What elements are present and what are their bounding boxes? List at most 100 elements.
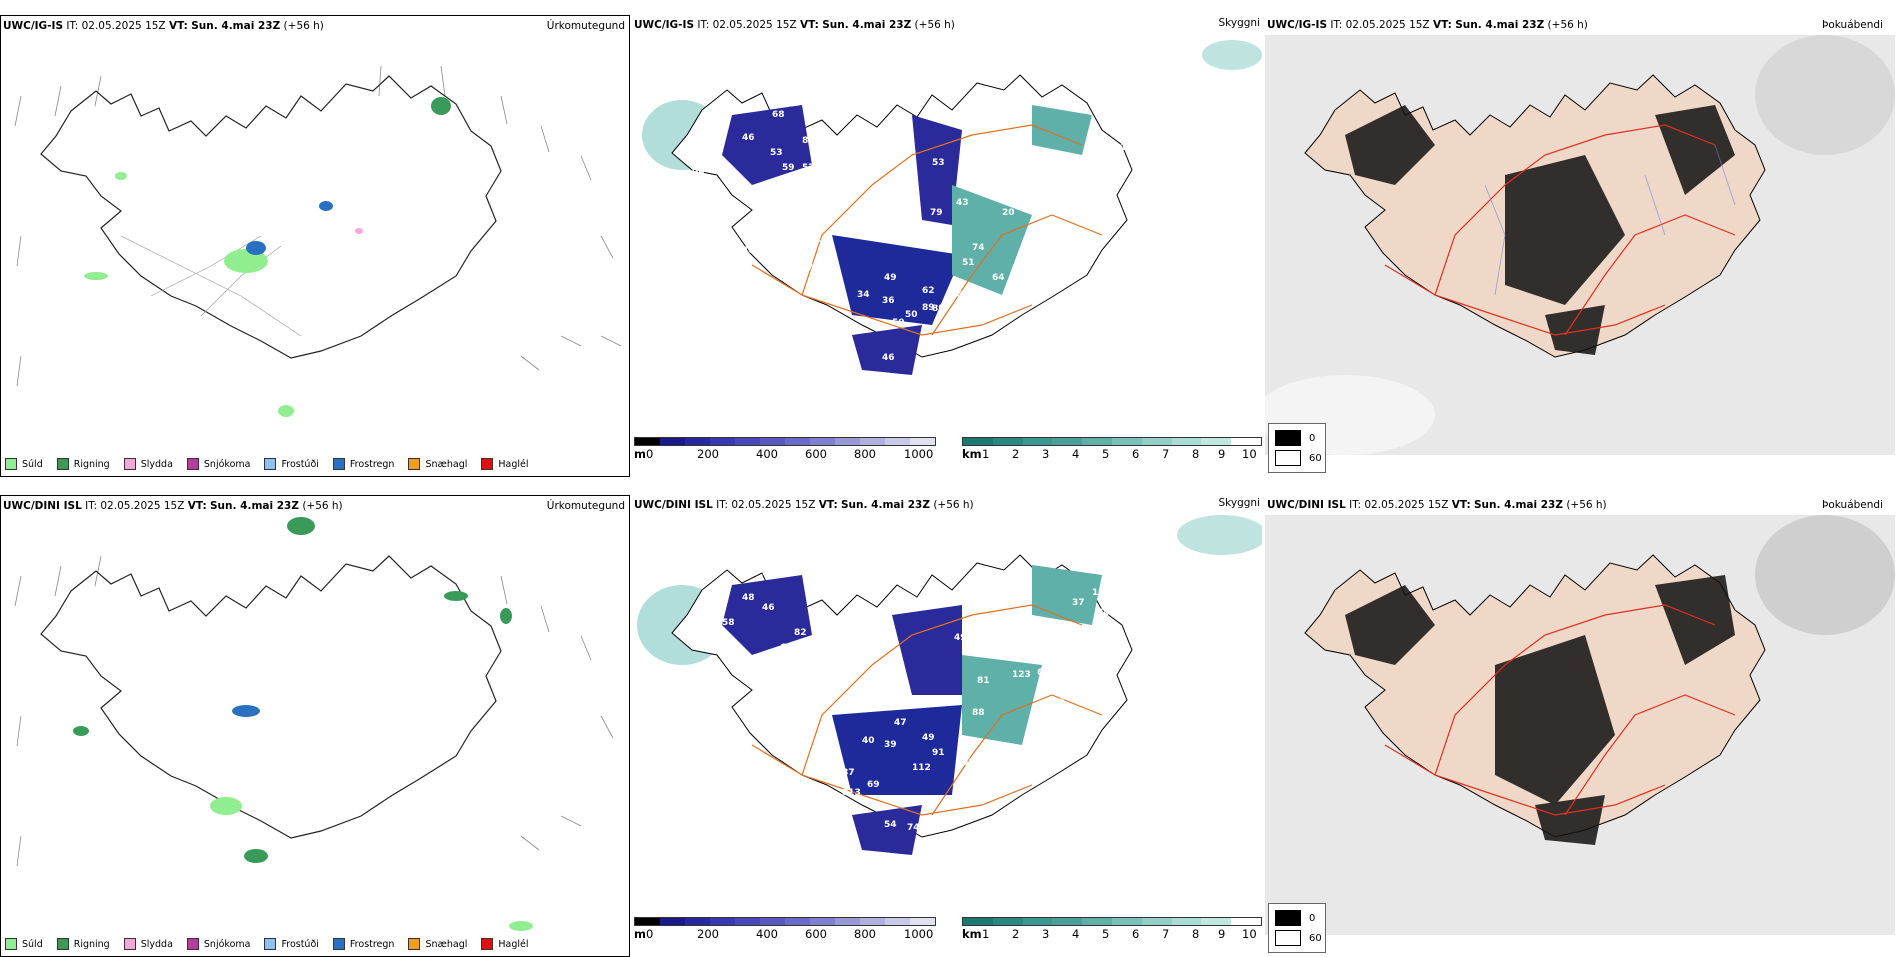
- legend-item: Snæhagl: [408, 458, 467, 470]
- svg-text:63: 63: [792, 330, 805, 340]
- svg-text:82: 82: [1172, 648, 1185, 658]
- svg-text:40: 40: [700, 260, 713, 270]
- precip-type-panel-ig: UWC/IG-IS IT: 02.05.2025 15Z VT: Sun. 4.…: [0, 15, 630, 477]
- svg-text:44: 44: [797, 362, 810, 372]
- visibility-labels: 58 50 48 46 58 90 63 82 51 73 65 32 37 4…: [687, 568, 1185, 833]
- legend-item: Súld: [5, 458, 43, 470]
- svg-text:190: 190: [1122, 593, 1141, 603]
- svg-text:54: 54: [884, 820, 897, 830]
- svg-text:91: 91: [1102, 283, 1115, 293]
- svg-text:34: 34: [857, 290, 870, 300]
- panel-header: UWC/DINI ISL IT: 02.05.2025 15Z VT: Sun.…: [634, 499, 974, 511]
- svg-text:39: 39: [884, 740, 897, 750]
- legend-item: Snjókoma: [186, 938, 250, 950]
- visibility-panel-ig: UWC/IG-IS IT: 02.05.2025 15Z VT: Sun. 4.…: [632, 15, 1262, 477]
- svg-text:58: 58: [762, 568, 775, 578]
- svg-text:86: 86: [950, 290, 963, 300]
- product-type: Þokuábendi: [1822, 19, 1883, 31]
- svg-text:50: 50: [905, 310, 918, 320]
- product-type: Skyggni: [1218, 17, 1261, 29]
- svg-text:50: 50: [782, 568, 795, 578]
- visibility-colorbar: km 1 2 3 4 5 6 7 8 9 10: [962, 437, 1262, 467]
- svg-text:52: 52: [722, 168, 735, 178]
- precip-legend: Súld Rigning Slydda Snjókoma Frostúði Fr…: [5, 458, 529, 470]
- svg-text:67: 67: [812, 240, 825, 250]
- svg-text:53: 53: [770, 148, 783, 158]
- svg-text:37: 37: [1072, 598, 1085, 608]
- svg-text:78: 78: [752, 98, 765, 108]
- svg-text:123: 123: [1012, 670, 1031, 680]
- legend-item: Frostregn: [332, 938, 394, 950]
- precip-type-panel-dini: UWC/DINI ISL IT: 02.05.2025 15Z VT: Sun.…: [0, 495, 630, 957]
- svg-text:49: 49: [954, 633, 967, 643]
- visibility-map: 78 68 46 53 85 59 57 52 99 55 67 40 43 4…: [642, 40, 1262, 410]
- legend-item: Frostregn: [332, 458, 394, 470]
- precip-map: [14, 65, 622, 417]
- svg-text:116: 116: [812, 820, 831, 830]
- svg-text:43: 43: [722, 250, 735, 260]
- legend-item: Haglél: [481, 938, 529, 950]
- svg-text:65: 65: [812, 688, 825, 698]
- precip-areas: [73, 517, 533, 931]
- svg-text:50: 50: [837, 328, 850, 338]
- svg-text:63: 63: [780, 643, 793, 653]
- legend-item: Slydda: [123, 938, 173, 950]
- svg-text:89: 89: [922, 303, 935, 313]
- svg-text:98: 98: [962, 758, 975, 768]
- svg-text:20: 20: [1002, 208, 1015, 218]
- svg-text:46: 46: [742, 246, 755, 256]
- svg-text:89: 89: [1042, 233, 1055, 243]
- product-type: Þokuábendi: [1822, 499, 1883, 511]
- svg-text:37: 37: [727, 688, 740, 698]
- fog-dark-areas: [1345, 105, 1735, 355]
- svg-text:73: 73: [802, 706, 815, 716]
- fog-index-panel-ig: UWC/IG-IS IT: 02.05.2025 15Z VT: Sun. 4.…: [1265, 15, 1895, 477]
- svg-text:53: 53: [932, 158, 945, 168]
- svg-text:51: 51: [962, 258, 975, 268]
- legend-item: Frostúði: [264, 458, 319, 470]
- svg-text:50: 50: [892, 318, 905, 328]
- legend-item: Frostúði: [264, 938, 319, 950]
- fog-legend: 0 60: [1268, 903, 1326, 953]
- panel-header: UWC/IG-IS IT: 02.05.2025 15Z VT: Sun. 4.…: [1267, 19, 1588, 31]
- svg-text:49: 49: [884, 273, 897, 283]
- svg-text:70: 70: [807, 263, 820, 273]
- roads: [751, 124, 1103, 336]
- svg-text:49: 49: [922, 733, 935, 743]
- svg-text:62: 62: [922, 286, 935, 296]
- legend-item: Snjókoma: [186, 458, 250, 470]
- visibility-panel-dini: UWC/DINI ISL IT: 02.05.2025 15Z VT: Sun.…: [632, 495, 1262, 957]
- precip-map: [14, 517, 614, 931]
- svg-text:74: 74: [907, 823, 920, 833]
- panel-header: UWC/IG-IS IT: 02.05.2025 15Z VT: Sun. 4.…: [3, 20, 324, 32]
- svg-text:51: 51: [820, 623, 833, 633]
- fog-legend: 0 60: [1268, 423, 1326, 473]
- svg-text:48: 48: [742, 593, 755, 603]
- svg-text:68: 68: [772, 110, 785, 120]
- svg-text:59: 59: [782, 163, 795, 173]
- svg-text:110: 110: [974, 638, 993, 648]
- svg-text:50: 50: [1132, 163, 1145, 173]
- product-type: Úrkomutegund: [546, 500, 625, 512]
- svg-text:46: 46: [882, 353, 895, 363]
- product-type: Skyggni: [1218, 497, 1261, 509]
- cloud-base-colorbar: m 0 200 400 600 800 1000: [634, 437, 936, 467]
- panel-header: UWC/DINI ISL IT: 02.05.2025 15Z VT: Sun.…: [3, 500, 343, 512]
- svg-text:71: 71: [1162, 668, 1175, 678]
- svg-text:67: 67: [1037, 668, 1050, 678]
- svg-text:47: 47: [894, 718, 907, 728]
- fog-map: [1265, 515, 1895, 935]
- svg-text:66: 66: [824, 758, 837, 768]
- legend-item: Rigning: [56, 458, 110, 470]
- svg-text:87: 87: [842, 768, 855, 778]
- svg-text:64: 64: [814, 318, 827, 328]
- precip-areas: [84, 97, 451, 417]
- svg-text:23: 23: [954, 330, 967, 340]
- svg-text:86: 86: [1132, 628, 1145, 638]
- panel-header: UWC/IG-IS IT: 02.05.2025 15Z VT: Sun. 4.…: [634, 19, 955, 31]
- legend-item: Snæhagl: [408, 938, 467, 950]
- svg-text:99: 99: [692, 168, 705, 178]
- svg-text:55: 55: [787, 196, 800, 206]
- visibility-labels: 78 68 46 53 85 59 57 52 99 55 67 40 43 4…: [692, 98, 1145, 410]
- svg-text:10: 10: [1052, 698, 1065, 708]
